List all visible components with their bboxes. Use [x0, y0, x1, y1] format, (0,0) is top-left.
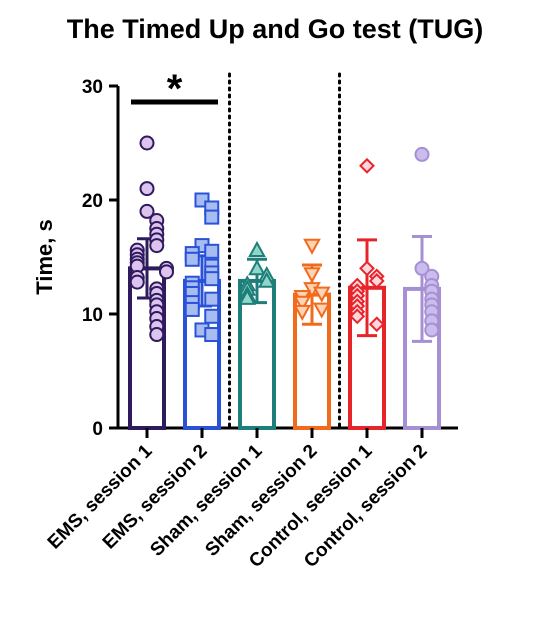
data-point: [257, 271, 276, 288]
data-point: [368, 316, 385, 333]
data-point: [129, 274, 145, 290]
data-point: [293, 295, 312, 312]
error-bars: [137, 234, 432, 343]
data-point: [248, 240, 266, 258]
y-ticks: 0 10 20 30: [82, 77, 118, 440]
y-tick-label: 20: [82, 191, 103, 212]
data-points: [129, 135, 440, 343]
significance-star: *: [167, 67, 183, 111]
y-tick-label: 30: [82, 77, 103, 98]
data-point: [312, 286, 331, 303]
data-point: [368, 273, 385, 289]
data-point: [204, 308, 220, 324]
data-point: [149, 238, 165, 254]
data-point: [139, 203, 155, 219]
data-point: [204, 327, 220, 343]
data-point: [149, 327, 165, 343]
data-point: [359, 260, 375, 277]
data-point: [424, 322, 440, 338]
group-separators: [228, 72, 341, 430]
data-point: [139, 135, 155, 151]
data-point: [293, 304, 312, 321]
data-point: [204, 243, 220, 259]
data-point: [238, 288, 257, 305]
data-point: [184, 301, 200, 317]
chart-title: The Timed Up and Go test (TUG): [66, 14, 484, 44]
data-point: [204, 291, 220, 307]
bar: [238, 278, 276, 430]
data-point: [248, 259, 266, 276]
y-tick-label: 10: [82, 305, 103, 326]
data-point: [303, 267, 321, 284]
data-point: [139, 181, 155, 197]
y-tick-label: 0: [92, 419, 103, 440]
data-point: [349, 308, 366, 325]
data-point: [204, 271, 220, 287]
data-point: [312, 302, 331, 319]
bars: [128, 266, 441, 431]
axes: [116, 86, 458, 430]
data-point: [184, 251, 200, 267]
significance-annotation: *: [131, 67, 218, 111]
data-point: [303, 238, 321, 255]
data-point: [414, 146, 430, 162]
data-point: [159, 264, 174, 280]
y-axis-label: Time, s: [32, 219, 57, 294]
data-point: [359, 157, 375, 174]
data-point: [204, 209, 220, 225]
data-point: [414, 260, 430, 276]
